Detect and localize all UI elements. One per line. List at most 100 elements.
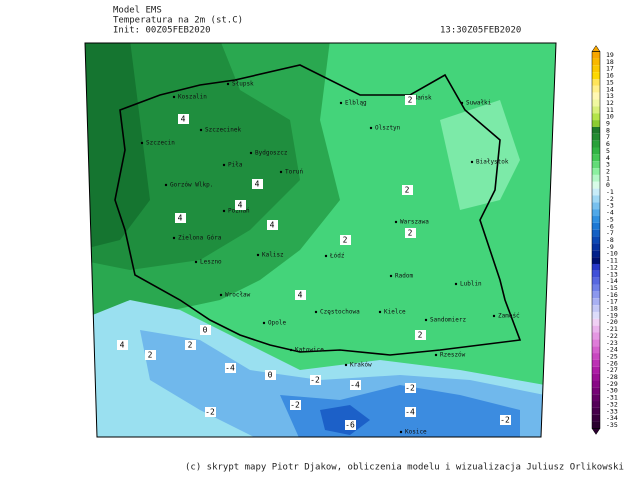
colorbar-cell: [592, 85, 600, 93]
colorbar-cell: [592, 359, 600, 367]
city-name: Kraków: [350, 362, 372, 369]
colorbar-label: -18: [606, 305, 618, 313]
colorbar-cell: [592, 305, 600, 312]
city-dot: [339, 101, 343, 105]
colorbar-label: -19: [606, 311, 618, 319]
colorbar-cell: [592, 298, 600, 306]
colorbar-cell: [592, 222, 600, 230]
city-name: Koszalin: [178, 94, 207, 101]
contour-label: 4: [298, 291, 303, 300]
header-init: Init: 00Z05FEB2020: [113, 26, 211, 36]
city-name: Kosice: [405, 429, 427, 436]
colorbar-outline: [591, 51, 601, 429]
colorbar-label: 14: [606, 85, 614, 93]
colorbar-label: -30: [606, 387, 618, 395]
colorbar-cell: [592, 373, 600, 381]
city-name: Katowice: [295, 347, 324, 354]
header-valid: 13:30Z05FEB2020: [440, 26, 521, 36]
colorbar-cell: [592, 243, 600, 251]
city-dot: [344, 363, 348, 367]
contour-label-bg: [340, 235, 351, 245]
colorbar-cell: [592, 284, 600, 292]
city-dot: [222, 163, 226, 167]
colorbar-label: 9: [606, 120, 610, 128]
contour-label: 4: [255, 180, 260, 189]
contour-label: -4: [225, 364, 235, 373]
contour-label: 2: [148, 351, 153, 360]
colorbar-cell: [592, 277, 600, 285]
city-dot: [226, 82, 230, 86]
contour-label-bg: [205, 407, 216, 417]
city-name: Sandomierz: [430, 317, 467, 324]
city-dot: [164, 183, 168, 187]
city-name: Częstochowa: [320, 309, 360, 316]
city-name: Toruń: [285, 169, 303, 176]
city-dot: [434, 353, 438, 357]
colorbar-label: -16: [606, 291, 618, 299]
colorbar-cell: [592, 257, 600, 264]
contour-label: -4: [350, 381, 360, 390]
city-dot: [460, 101, 464, 105]
contour-label-bg: [185, 340, 196, 350]
city-name: Lublin: [460, 281, 482, 288]
contour-label: 4: [178, 214, 183, 223]
colorbar-label: -23: [606, 339, 618, 347]
colorbar-label: -3: [606, 202, 614, 210]
city-name: Łódź: [329, 253, 345, 260]
contour-label: -6: [345, 421, 355, 430]
city-name: Suwałki: [466, 100, 492, 107]
city-name: Radom: [395, 273, 413, 280]
colorbar-label: -12: [606, 263, 618, 271]
colorbar-label: -6: [606, 222, 614, 230]
contour-label-bg: [265, 370, 276, 380]
colorbar-cell: [592, 51, 600, 59]
contour-label-bg: [290, 400, 301, 410]
colorbar-cell: [592, 58, 600, 66]
colorbar-label: 5: [606, 147, 610, 155]
contour-label-bg: [405, 407, 416, 417]
contour-label: 2: [405, 186, 410, 195]
colorbar-label: -20: [606, 318, 618, 326]
city-name: Kalisz: [262, 252, 284, 259]
colorbar-cell: [592, 209, 600, 217]
colorbar-cell: [592, 72, 600, 79]
city-dot: [289, 348, 293, 352]
city-dot: [279, 170, 283, 174]
city-name: Gorzów Wlkp.: [170, 182, 213, 189]
city-name: Poznań: [228, 208, 250, 215]
colorbar-cell: [592, 216, 600, 223]
contour-label-bg: [295, 290, 306, 300]
colorbar-label: -9: [606, 243, 614, 251]
city-name: Wrocław: [225, 292, 251, 299]
contour-label-bg: [405, 383, 416, 393]
city-dot: [199, 128, 203, 132]
colorbar-label: 1: [606, 174, 610, 182]
contour-label: 2: [188, 341, 193, 350]
colorbar-cell: [592, 106, 600, 114]
colorbar-cell: [592, 339, 600, 347]
city-dot: [314, 310, 318, 314]
colorbar-label: 16: [606, 72, 614, 80]
contour-label-bg: [500, 415, 511, 425]
colorbar-cell: [592, 311, 600, 319]
colorbar-cell: [592, 263, 600, 271]
city-dot: [369, 126, 373, 130]
colorbar-cell: [592, 174, 600, 182]
city-name: Zamość: [498, 313, 520, 320]
city-dot: [219, 293, 223, 297]
header-variable: Temperatura na 2m (st.C): [113, 16, 243, 26]
colorbar-label: -15: [606, 284, 618, 292]
colorbar-cell: [592, 161, 600, 169]
colorbar-cell: [592, 181, 600, 189]
colorbar-label: 4: [606, 154, 610, 162]
colorbar-label: 10: [606, 113, 614, 121]
colorbar-label: -34: [606, 414, 618, 422]
colorbar-label: -35: [606, 421, 618, 429]
city-dot: [378, 310, 382, 314]
contour-label-bg: [145, 350, 156, 360]
city-name: Olsztyn: [375, 125, 401, 132]
colorbar-label: 11: [606, 106, 614, 114]
contour-label-bg: [235, 200, 246, 210]
city-dot: [389, 274, 393, 278]
colorbar-label: -11: [606, 257, 618, 265]
